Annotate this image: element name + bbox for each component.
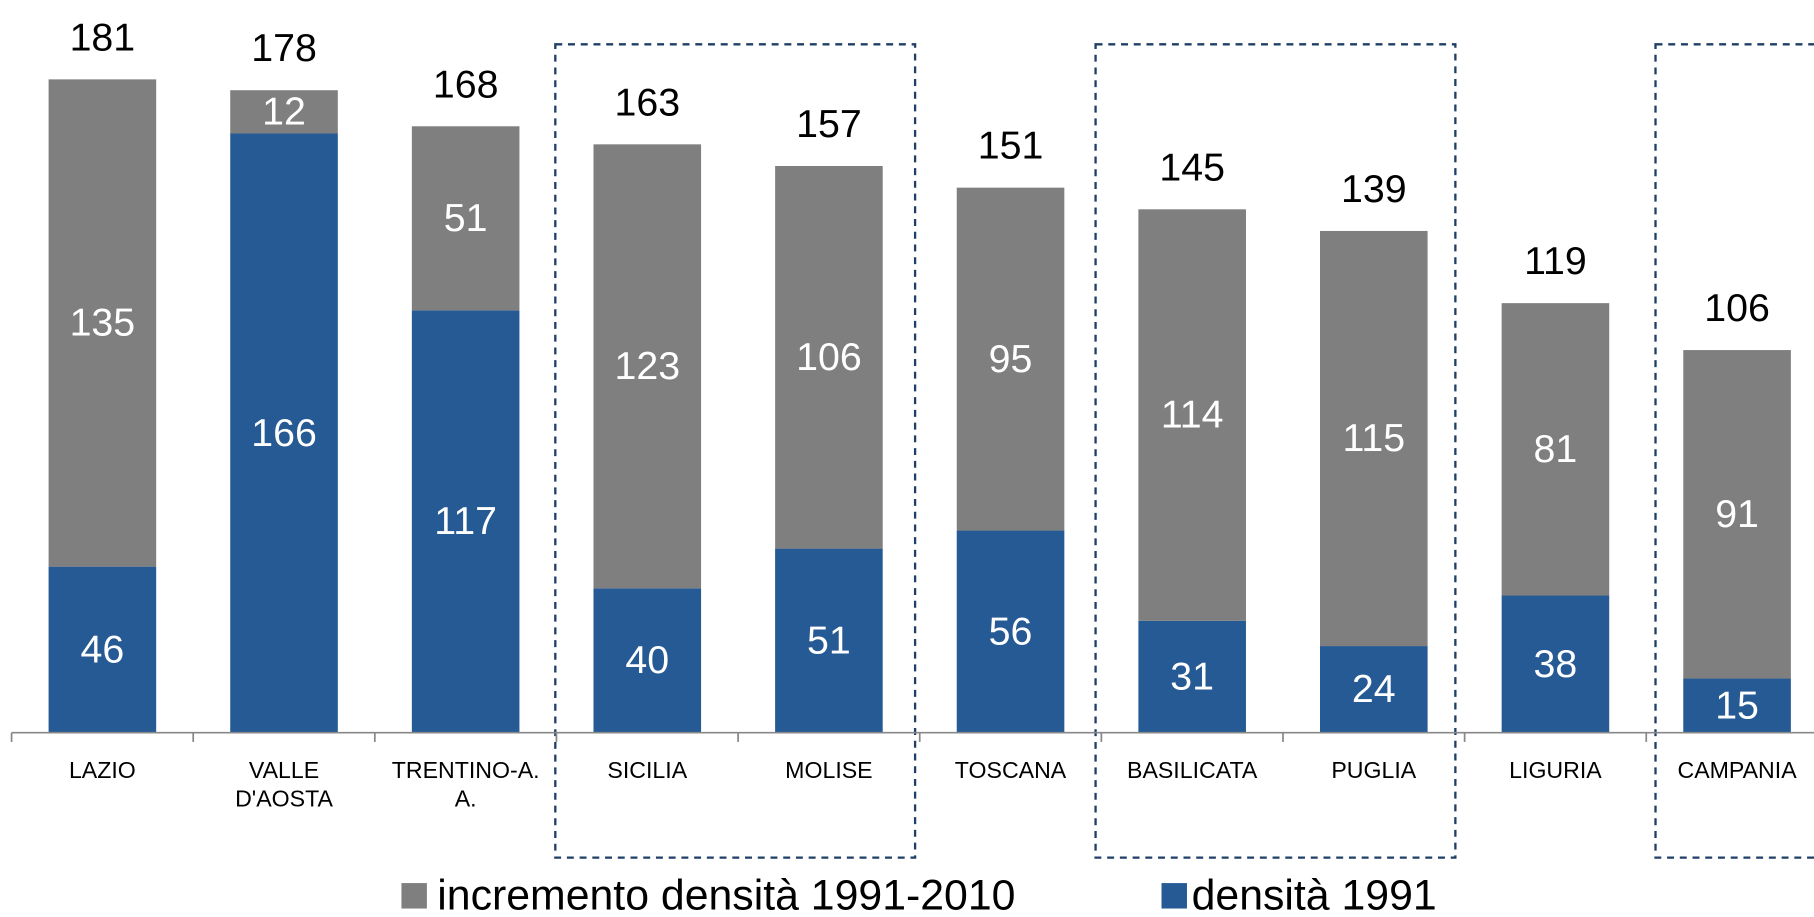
x-tick-label: CAMPANIA xyxy=(1677,758,1797,784)
total-label: 106 xyxy=(1704,286,1770,330)
segment-label: 40 xyxy=(625,638,669,682)
total-label: 119 xyxy=(1524,239,1587,283)
segment-label: 24 xyxy=(1352,667,1396,711)
total-label: 157 xyxy=(796,102,862,146)
bar-segment xyxy=(411,310,520,733)
bar-segment xyxy=(593,144,702,589)
bar-segment xyxy=(1501,303,1610,596)
group-box xyxy=(1654,43,1814,859)
bar-segment xyxy=(1683,678,1791,733)
bar-segment xyxy=(1683,350,1791,679)
segment-label: 38 xyxy=(1534,642,1578,686)
segment-label: 51 xyxy=(444,196,488,240)
segment-label: 117 xyxy=(434,499,497,543)
bar-segment xyxy=(956,530,1065,733)
x-tick-label-box: PUGLIA xyxy=(1331,758,1417,784)
x-tick-label: TRENTINO-A. A. xyxy=(391,758,540,813)
segment-label: 56 xyxy=(989,609,1033,653)
group-box xyxy=(1094,43,1457,859)
total-label: 151 xyxy=(978,124,1044,168)
legend-swatch xyxy=(401,883,427,909)
x-tick-label-box: LAZIO xyxy=(68,758,136,784)
bar-segment xyxy=(1138,209,1246,621)
segment-label: 106 xyxy=(796,335,862,379)
segment-label: 115 xyxy=(1342,416,1405,460)
x-tick-label: LIGURIA xyxy=(1509,758,1602,784)
x-tick-label-box: BASILICATA xyxy=(1127,758,1258,784)
bar-segment xyxy=(1138,620,1246,733)
bar-segment xyxy=(1320,646,1428,733)
segment-label: 46 xyxy=(81,627,125,671)
legend-label: densità 1991 xyxy=(1192,871,1437,917)
segment-label: 31 xyxy=(1170,654,1214,698)
x-tick-label: PUGLIA xyxy=(1331,758,1417,784)
x-tick-label-box: VALLE D'AOSTA xyxy=(235,758,333,813)
total-label: 178 xyxy=(251,26,317,70)
total-label: 163 xyxy=(614,80,680,124)
segment-label: 51 xyxy=(807,618,851,662)
segment-label: 135 xyxy=(70,301,136,345)
segment-label: 166 xyxy=(251,411,317,455)
total-label: 145 xyxy=(1159,145,1225,189)
segment-label: 95 xyxy=(989,337,1033,381)
bar-segment xyxy=(48,566,157,733)
x-tick-label-box: LIGURIA xyxy=(1509,758,1602,784)
legend-swatch xyxy=(1161,883,1187,909)
segment-label: 12 xyxy=(262,90,306,134)
segment-label: 81 xyxy=(1534,427,1578,471)
x-tick-label: MOLISE xyxy=(785,758,873,784)
segment-label: 91 xyxy=(1715,492,1759,536)
group-boxes xyxy=(554,43,1814,859)
x-tick-label: SICILIA xyxy=(607,758,688,784)
bar-segment xyxy=(230,133,338,733)
bar-segment xyxy=(1501,595,1610,733)
segment-label: 123 xyxy=(614,344,680,388)
x-tick-label: LAZIO xyxy=(68,758,136,784)
bar-segment xyxy=(956,187,1065,531)
group-box xyxy=(554,43,917,859)
total-label: 181 xyxy=(70,15,136,59)
total-label: 168 xyxy=(433,62,499,106)
total-label: 139 xyxy=(1341,167,1407,211)
bar-segment xyxy=(411,126,520,311)
bar-segment xyxy=(775,165,883,549)
legend-label: incremento densità 1991-2010 xyxy=(437,871,1015,917)
x-tick-label-box: TRENTINO-A. A. xyxy=(391,758,540,813)
bar-segment xyxy=(1320,230,1428,647)
x-tick-label-box: SICILIA xyxy=(607,758,688,784)
x-tick-label-box: MOLISE xyxy=(785,758,873,784)
x-tick-label-box: CAMPANIA xyxy=(1677,758,1797,784)
x-tick-label: TOSCANA xyxy=(954,758,1067,784)
x-tick-label: VALLE D'AOSTA xyxy=(235,758,333,813)
bar-segment xyxy=(775,548,883,733)
segment-label: 114 xyxy=(1161,393,1224,437)
segment-label: 15 xyxy=(1715,683,1759,727)
bar-segment xyxy=(593,588,702,733)
x-tick-label: BASILICATA xyxy=(1127,758,1258,784)
x-tick-label-box: TOSCANA xyxy=(954,758,1067,784)
bar-segment xyxy=(48,79,157,567)
bar-segment xyxy=(230,90,338,134)
